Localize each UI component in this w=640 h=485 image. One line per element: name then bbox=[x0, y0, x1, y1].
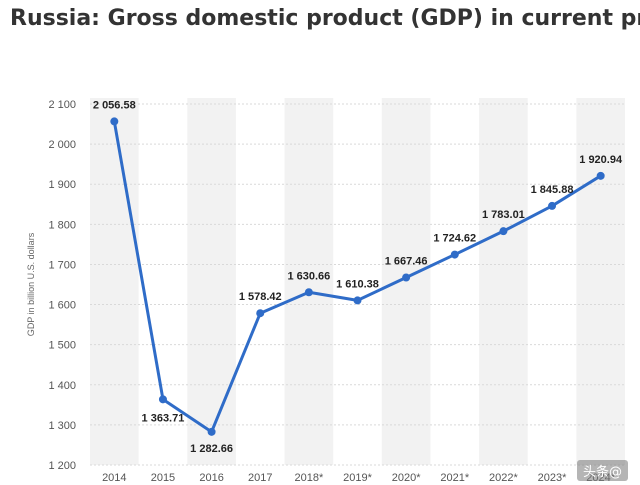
y-tick-label: 1 900 bbox=[48, 179, 76, 191]
y-tick-label: 1 300 bbox=[48, 420, 76, 432]
column-band bbox=[90, 98, 139, 465]
data-point bbox=[596, 171, 605, 180]
column-bands bbox=[90, 98, 625, 465]
y-tick-label: 1 700 bbox=[48, 259, 76, 271]
data-label: 1 845.88 bbox=[531, 184, 574, 196]
column-band bbox=[381, 98, 431, 465]
column-band bbox=[187, 98, 236, 465]
data-point bbox=[353, 296, 362, 305]
y-tick-label: 1 500 bbox=[48, 340, 76, 352]
data-point bbox=[207, 427, 216, 436]
y-tick-label: 1 800 bbox=[48, 219, 76, 231]
data-label: 1 282.66 bbox=[190, 443, 233, 455]
y-tick-label: 2 100 bbox=[48, 99, 76, 111]
column-band bbox=[479, 98, 528, 465]
y-tick-label: 1 200 bbox=[48, 460, 76, 472]
y-tick-label: 1 600 bbox=[48, 300, 76, 312]
data-point bbox=[256, 309, 265, 318]
data-label: 2 056.58 bbox=[93, 99, 136, 111]
x-tick-label: 2023* bbox=[538, 472, 567, 484]
chart-title: Russia: Gross domestic product (GDP) in … bbox=[10, 6, 640, 31]
x-tick-label: 2021* bbox=[440, 472, 469, 484]
x-tick-label: 2017 bbox=[248, 472, 272, 484]
data-label: 1 920.94 bbox=[579, 154, 623, 166]
data-label: 1 630.66 bbox=[287, 270, 330, 282]
y-axis-ticks: 1 200 1 300 1 400 1 500 1 600 1 700 1 800 1 900… bbox=[48, 99, 76, 472]
x-tick-label: 2022* bbox=[489, 472, 518, 484]
data-point bbox=[110, 117, 119, 126]
y-tick-label: 2 000 bbox=[48, 139, 76, 151]
x-tick-label: 2019* bbox=[343, 472, 372, 484]
x-axis-ticks: 2014 2015 2016 2017 2018* 2019* 2020* 2021* 2022… bbox=[102, 472, 616, 484]
x-tick-label: 2018* bbox=[294, 472, 323, 484]
data-point bbox=[304, 288, 313, 297]
data-point bbox=[158, 395, 167, 404]
watermark: 头条@ bbox=[576, 460, 628, 481]
data-point bbox=[450, 250, 459, 259]
data-point bbox=[402, 273, 411, 282]
data-label: 1 578.42 bbox=[239, 291, 282, 303]
x-tick-label: 2014 bbox=[102, 472, 126, 484]
y-axis-label: GDP in billion U.S. dollars bbox=[26, 232, 36, 336]
data-label: 1 724.62 bbox=[433, 233, 476, 245]
data-labels: 2 056.58 1 363.71 1 282.66 1 578.42 1 630.66… bbox=[93, 99, 623, 454]
column-band bbox=[576, 98, 625, 465]
data-point bbox=[548, 201, 557, 210]
data-label: 1 363.71 bbox=[142, 412, 185, 424]
data-points bbox=[110, 117, 605, 436]
data-point bbox=[499, 227, 508, 236]
gridlines bbox=[90, 103, 625, 466]
y-tick-label: 1 400 bbox=[48, 380, 76, 392]
x-tick-label: 2015 bbox=[151, 472, 175, 484]
x-tick-label: 2016 bbox=[199, 472, 223, 484]
column-band bbox=[284, 98, 334, 465]
x-tick-label: 2020* bbox=[392, 472, 421, 484]
data-label: 1 667.46 bbox=[385, 255, 428, 267]
data-label: 1 610.38 bbox=[336, 278, 379, 290]
data-label: 1 783.01 bbox=[482, 209, 525, 221]
